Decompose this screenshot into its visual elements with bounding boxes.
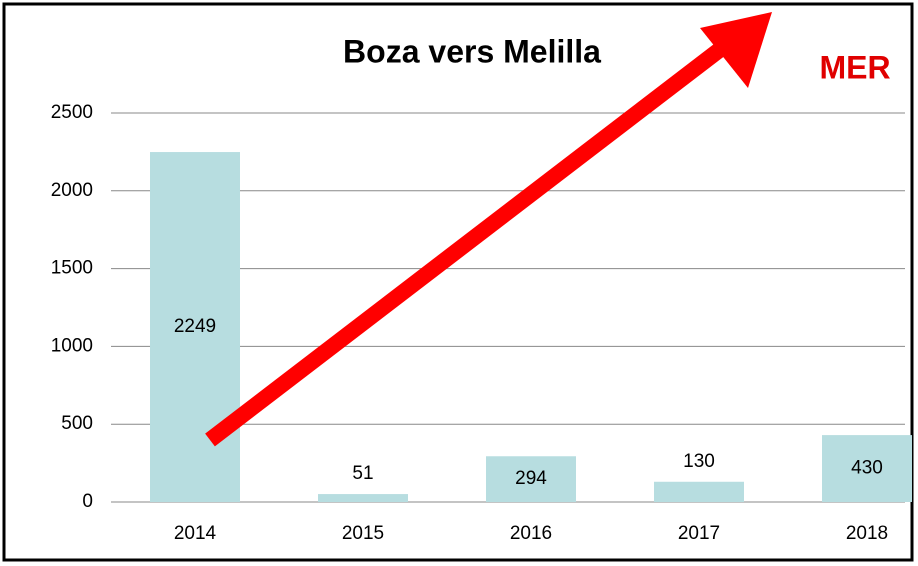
bar bbox=[654, 481, 744, 502]
data-label: 130 bbox=[683, 451, 715, 472]
x-tick-label: 2017 bbox=[678, 523, 720, 544]
chart-title: Boza vers Melilla bbox=[343, 33, 601, 69]
bar bbox=[822, 435, 912, 502]
data-label: 2249 bbox=[174, 316, 216, 337]
y-tick-label: 2500 bbox=[51, 102, 93, 123]
bar bbox=[150, 152, 240, 502]
y-tick-label: 2000 bbox=[51, 180, 93, 201]
x-tick-label: 2014 bbox=[174, 523, 217, 544]
y-tick-label: 1500 bbox=[51, 258, 93, 279]
arrow-head bbox=[700, 12, 772, 88]
arrow bbox=[205, 12, 772, 447]
plot: 0 500 1000 1500 2000 2500 2014 2249 2015 51 2016 29… bbox=[51, 102, 912, 544]
annotation: MER bbox=[819, 49, 890, 85]
y-tick-label: 0 bbox=[82, 491, 93, 512]
x-tick-label: 2015 bbox=[342, 523, 384, 544]
arrow-shaft bbox=[205, 31, 740, 447]
x-tick-label: 2016 bbox=[510, 523, 552, 544]
x-tick-label: 2018 bbox=[846, 523, 888, 544]
bar bbox=[486, 456, 576, 502]
y-tick-label: 500 bbox=[61, 413, 93, 434]
y-tick-label: 1000 bbox=[51, 335, 93, 356]
data-label: 294 bbox=[515, 468, 547, 489]
data-label: 430 bbox=[851, 458, 883, 479]
bar bbox=[318, 494, 408, 502]
data-label: 51 bbox=[352, 463, 373, 484]
